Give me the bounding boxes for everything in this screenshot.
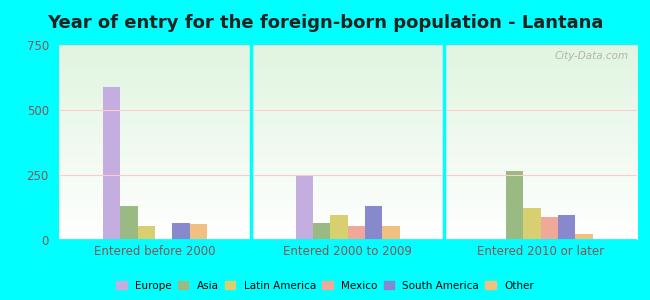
Bar xyxy=(541,217,558,240)
Legend: Europe, Asia, Latin America, Mexico, South America, Other: Europe, Asia, Latin America, Mexico, Sou… xyxy=(112,277,538,295)
Bar xyxy=(365,206,382,240)
Bar xyxy=(575,233,593,240)
Bar xyxy=(172,223,190,240)
Bar xyxy=(103,87,120,240)
Bar xyxy=(330,215,348,240)
Bar xyxy=(190,224,207,240)
Bar xyxy=(348,226,365,240)
Bar xyxy=(506,171,523,240)
Text: Year of entry for the foreign-born population - Lantana: Year of entry for the foreign-born popul… xyxy=(47,14,603,32)
Bar xyxy=(120,206,138,240)
Bar xyxy=(558,215,575,240)
Bar xyxy=(296,176,313,240)
Bar xyxy=(523,208,541,240)
Text: City-Data.com: City-Data.com xyxy=(554,51,629,61)
Bar xyxy=(138,226,155,240)
Bar xyxy=(382,226,400,240)
Bar xyxy=(313,223,330,240)
